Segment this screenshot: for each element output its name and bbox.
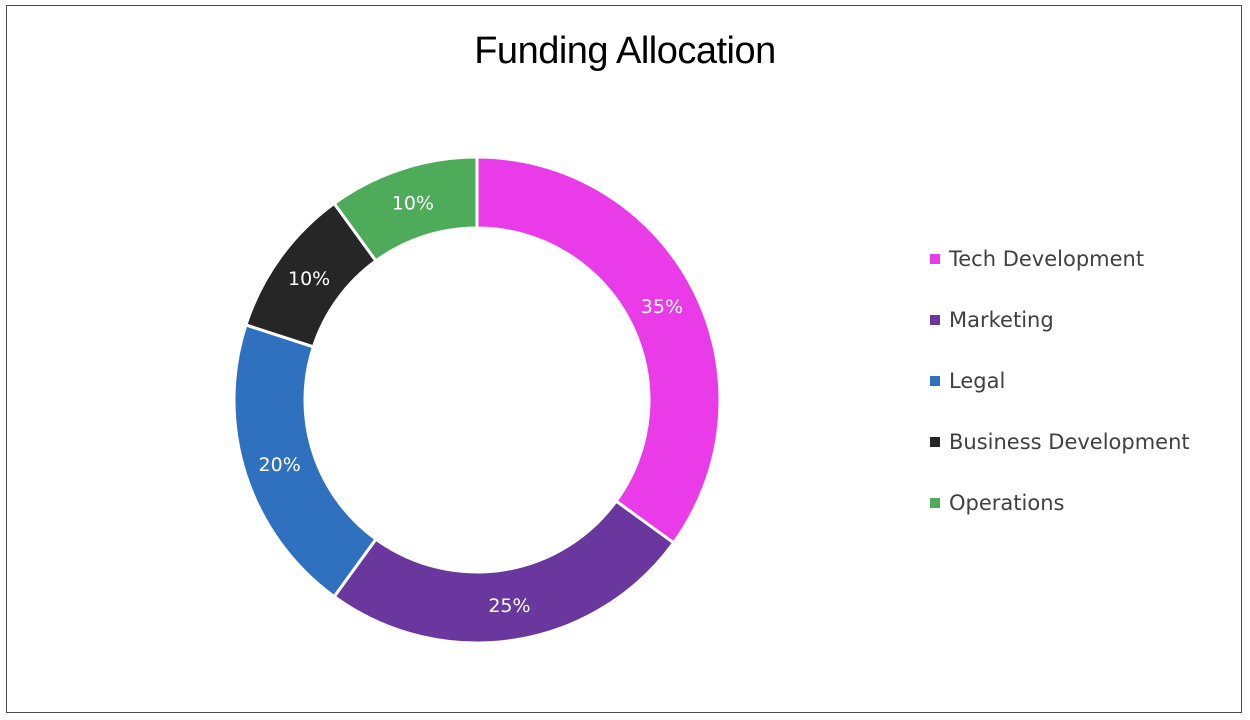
- data-label-marketing: 25%: [488, 595, 530, 617]
- legend-swatch: [930, 497, 940, 508]
- legend-item-tech-development: Tech Development: [930, 228, 1190, 289]
- legend-item-operations: Operations: [930, 472, 1190, 533]
- slice-operations: [332, 155, 479, 263]
- legend-item-marketing: Marketing: [930, 289, 1190, 350]
- slice-tech-development: [475, 155, 722, 545]
- legend-label: Business Development: [949, 429, 1190, 454]
- legend-swatch: [930, 253, 940, 264]
- legend-label: Marketing: [949, 307, 1054, 332]
- legend-swatch: [930, 375, 940, 386]
- data-label-legal: 20%: [259, 454, 301, 476]
- chart-title: Funding Allocation: [474, 30, 776, 72]
- legend-label: Operations: [949, 490, 1065, 515]
- legend-swatch: [930, 436, 940, 447]
- legend-item-business-development: Business Development: [930, 411, 1190, 472]
- legend-item-legal: Legal: [930, 350, 1190, 411]
- chart-legend: Tech Development Marketing Legal Busines…: [930, 228, 1190, 533]
- data-label-operations: 10%: [392, 193, 434, 215]
- legend-label: Tech Development: [949, 246, 1145, 271]
- legend-swatch: [930, 314, 940, 325]
- slice-marketing: [332, 499, 676, 645]
- data-label-business-development: 10%: [288, 268, 330, 290]
- slice-legal: [232, 323, 378, 599]
- data-label-tech-development: 35%: [641, 296, 683, 318]
- legend-label: Legal: [949, 368, 1006, 393]
